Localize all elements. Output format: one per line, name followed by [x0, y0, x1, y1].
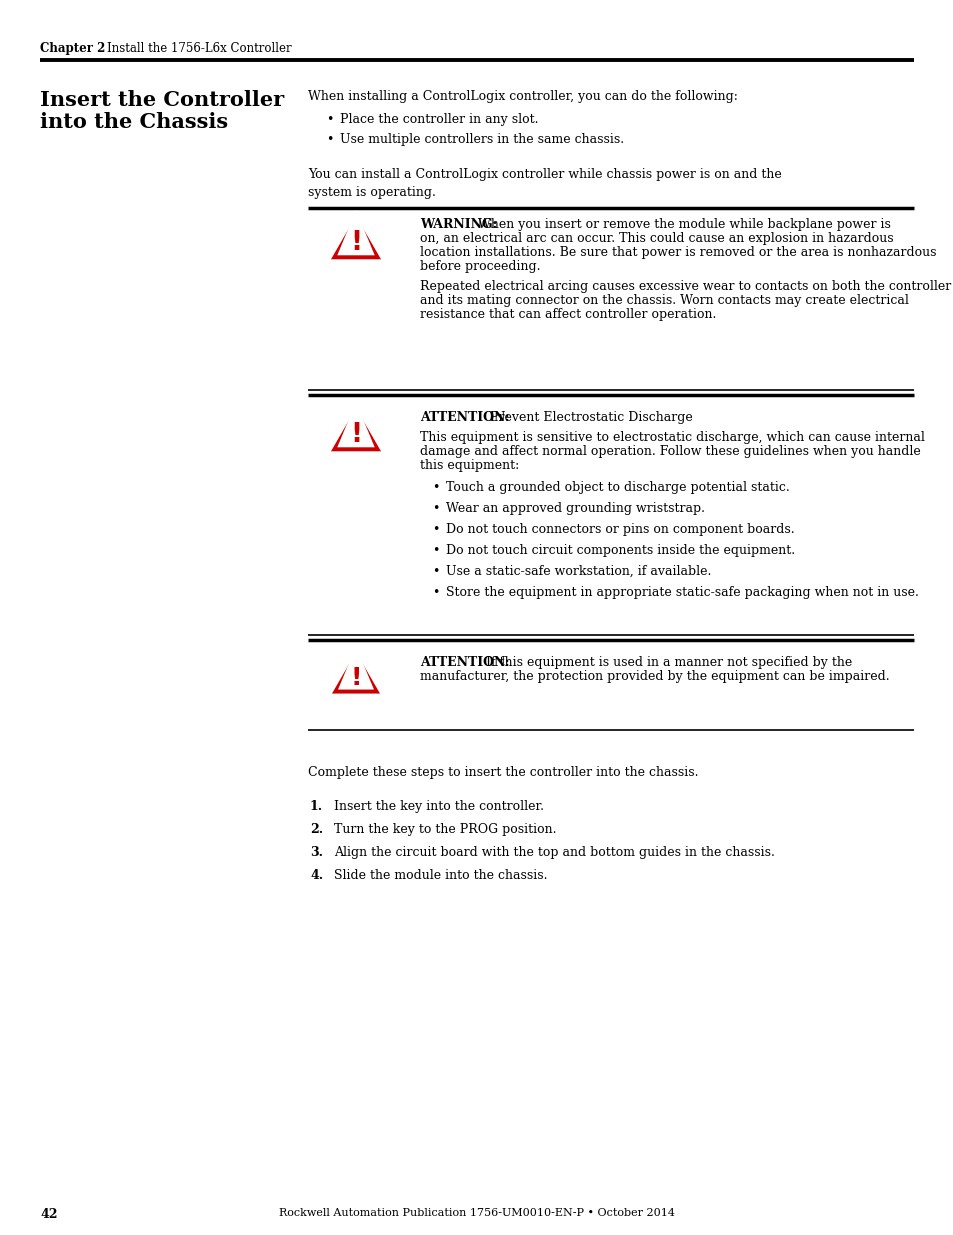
Text: into the Chassis: into the Chassis	[40, 112, 228, 132]
Text: Store the equipment in appropriate static-safe packaging when not in use.: Store the equipment in appropriate stati…	[446, 585, 918, 599]
Text: You can install a ControlLogix controller while chassis power is on and the
syst: You can install a ControlLogix controlle…	[308, 168, 781, 199]
Text: WARNING:: WARNING:	[419, 219, 497, 231]
Text: and its mating connector on the chassis. Worn contacts may create electrical: and its mating connector on the chassis.…	[419, 294, 908, 308]
Text: Place the controller in any slot.: Place the controller in any slot.	[339, 112, 537, 126]
Text: When you insert or remove the module while backplane power is: When you insert or remove the module whi…	[477, 219, 890, 231]
Text: Do not touch circuit components inside the equipment.: Do not touch circuit components inside t…	[446, 543, 794, 557]
Text: •: •	[432, 543, 439, 557]
Text: •: •	[326, 133, 333, 146]
Text: location installations. Be sure that power is removed or the area is nonhazardou: location installations. Be sure that pow…	[419, 246, 936, 259]
Text: 1.: 1.	[310, 800, 323, 813]
Text: Install the 1756-L6x Controller: Install the 1756-L6x Controller	[107, 42, 292, 56]
Text: •: •	[432, 501, 439, 515]
Text: •: •	[432, 480, 439, 494]
Text: Touch a grounded object to discharge potential static.: Touch a grounded object to discharge pot…	[446, 480, 789, 494]
Text: Chapter 2: Chapter 2	[40, 42, 105, 56]
Text: damage and affect normal operation. Follow these guidelines when you handle: damage and affect normal operation. Foll…	[419, 445, 920, 458]
Text: ATTENTION:: ATTENTION:	[419, 411, 509, 424]
Text: •: •	[432, 564, 439, 578]
Text: Prevent Electrostatic Discharge: Prevent Electrostatic Discharge	[485, 411, 692, 424]
Text: Wear an approved grounding wriststrap.: Wear an approved grounding wriststrap.	[446, 501, 704, 515]
Text: Align the circuit board with the top and bottom guides in the chassis.: Align the circuit board with the top and…	[334, 846, 774, 860]
Text: Rockwell Automation Publication 1756-UM0010-EN-P • October 2014: Rockwell Automation Publication 1756-UM0…	[278, 1208, 675, 1218]
Text: Turn the key to the PROG position.: Turn the key to the PROG position.	[334, 823, 556, 836]
Text: this equipment:: this equipment:	[419, 459, 518, 472]
Text: 4.: 4.	[310, 869, 323, 882]
Polygon shape	[331, 408, 380, 451]
Text: resistance that can affect controller operation.: resistance that can affect controller op…	[419, 308, 716, 321]
Text: Complete these steps to insert the controller into the chassis.: Complete these steps to insert the contr…	[308, 766, 698, 779]
Text: !: !	[350, 230, 362, 256]
Text: •: •	[326, 112, 333, 126]
Text: before proceeding.: before proceeding.	[419, 261, 540, 273]
Text: Use multiple controllers in the same chassis.: Use multiple controllers in the same cha…	[339, 133, 623, 146]
Polygon shape	[337, 403, 375, 447]
Text: This equipment is sensitive to electrostatic discharge, which can cause internal: This equipment is sensitive to electrost…	[419, 431, 923, 445]
Text: 42: 42	[40, 1208, 57, 1221]
Text: 3.: 3.	[310, 846, 323, 860]
Text: Repeated electrical arcing causes excessive wear to contacts on both the control: Repeated electrical arcing causes excess…	[419, 280, 950, 293]
Text: manufacturer, the protection provided by the equipment can be impaired.: manufacturer, the protection provided by…	[419, 671, 889, 683]
Polygon shape	[337, 646, 374, 689]
Text: Do not touch connectors or pins on component boards.: Do not touch connectors or pins on compo…	[446, 522, 794, 536]
Text: !: !	[350, 422, 362, 448]
Text: ATTENTION:: ATTENTION:	[419, 656, 509, 669]
Polygon shape	[332, 652, 379, 694]
Text: Slide the module into the chassis.: Slide the module into the chassis.	[334, 869, 547, 882]
Text: •: •	[432, 522, 439, 536]
Text: Insert the Controller: Insert the Controller	[40, 90, 284, 110]
Text: 2.: 2.	[310, 823, 323, 836]
Polygon shape	[331, 216, 380, 259]
Text: When installing a ControlLogix controller, you can do the following:: When installing a ControlLogix controlle…	[308, 90, 737, 103]
Polygon shape	[337, 210, 375, 256]
Text: on, an electrical arc can occur. This could cause an explosion in hazardous: on, an electrical arc can occur. This co…	[419, 232, 893, 245]
Text: Use a static-safe workstation, if available.: Use a static-safe workstation, if availa…	[446, 564, 711, 578]
Text: Insert the key into the controller.: Insert the key into the controller.	[334, 800, 543, 813]
Text: !: !	[350, 666, 361, 690]
Text: If this equipment is used in a manner not specified by the: If this equipment is used in a manner no…	[485, 656, 851, 669]
Text: •: •	[432, 585, 439, 599]
